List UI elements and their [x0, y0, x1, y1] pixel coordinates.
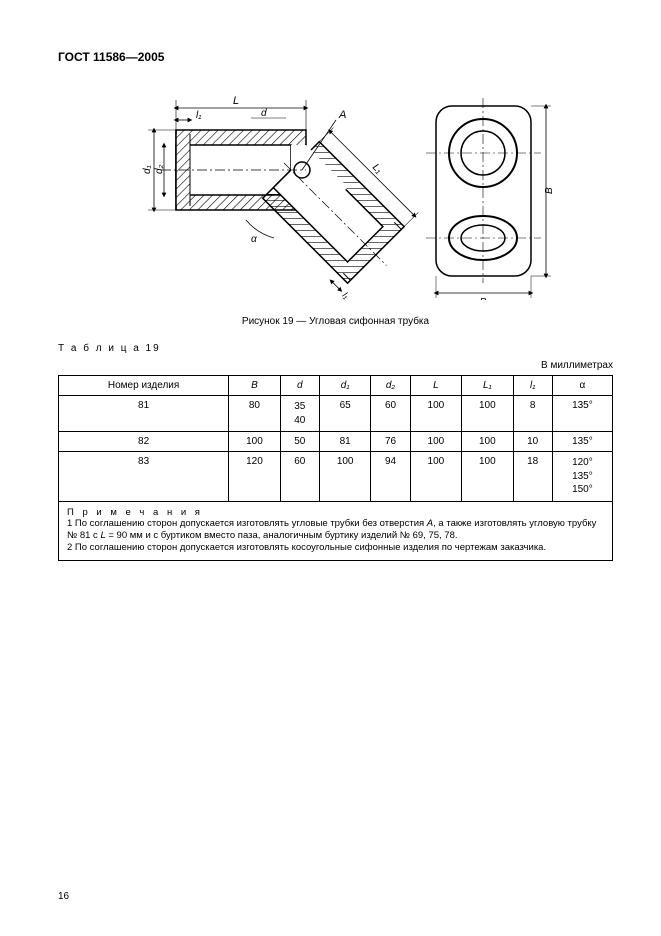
page: ГОСТ 11586—2005	[0, 0, 661, 936]
col-d: d	[280, 376, 319, 396]
table-row: 83120601009410010018120°135°150°	[59, 452, 613, 502]
cell-alpha: 135°	[552, 396, 612, 432]
table-body: 8180354065601001008135°82100508176100100…	[59, 396, 613, 502]
svg-text:d₁: d₁	[142, 165, 153, 174]
col-alpha: α	[552, 376, 612, 396]
cell-alpha: 120°135°150°	[552, 452, 612, 502]
table-19: Номер изделия B d d₁ d₂ L L₁ l₁ α 818035…	[58, 375, 613, 502]
cell-d1: 65	[319, 396, 370, 432]
svg-text:L₁: L₁	[369, 162, 383, 176]
cell-d: 50	[280, 432, 319, 452]
cell-B: 120	[229, 452, 280, 502]
figure-caption: Рисунок 19 — Угловая сифонная трубка	[58, 316, 613, 327]
table-label: Т а б л и ц а 19	[58, 343, 613, 354]
cell-d: 60	[280, 452, 319, 502]
col-l1: l₁	[513, 376, 552, 396]
cell-L: 100	[410, 432, 461, 452]
cell-d2: 60	[371, 396, 410, 432]
notes-title: П р и м е ч а н и я	[67, 507, 203, 518]
svg-text:d₂: d₂	[154, 164, 165, 174]
notes: П р и м е ч а н и я 1 По соглашению стор…	[58, 502, 613, 562]
cell-num: 82	[59, 432, 229, 452]
cell-L1: 100	[462, 432, 513, 452]
cell-d1: 100	[319, 452, 370, 502]
cell-d1: 81	[319, 432, 370, 452]
cell-l1: 10	[513, 432, 552, 452]
cell-d: 3540	[280, 396, 319, 432]
cell-L1: 100	[462, 396, 513, 432]
svg-text:B: B	[479, 297, 486, 300]
note-2: 2 По соглашению сторон допускается изгот…	[67, 542, 546, 553]
svg-text:l₁: l₁	[196, 110, 201, 121]
svg-text:B: B	[544, 187, 555, 194]
table-header-row: Номер изделия B d d₁ d₂ L L₁ l₁ α	[59, 376, 613, 396]
col-num: Номер изделия	[59, 376, 229, 396]
cell-L1: 100	[462, 452, 513, 502]
svg-text:A: A	[338, 109, 346, 121]
cell-L: 100	[410, 452, 461, 502]
figure-drawing: L l₁ d A d₁ d₂	[116, 80, 556, 300]
col-L: L	[410, 376, 461, 396]
table-row: 8210050817610010010135°	[59, 432, 613, 452]
cell-alpha: 135°	[552, 432, 612, 452]
svg-text:α: α	[251, 234, 257, 245]
col-d1: d₁	[319, 376, 370, 396]
cell-num: 83	[59, 452, 229, 502]
table-row: 8180354065601001008135°	[59, 396, 613, 432]
figure-19: L l₁ d A d₁ d₂	[58, 80, 613, 300]
cell-num: 81	[59, 396, 229, 432]
cell-L: 100	[410, 396, 461, 432]
cell-B: 100	[229, 432, 280, 452]
svg-text:L: L	[232, 95, 238, 107]
svg-text:d: d	[261, 108, 267, 119]
col-L1: L₁	[462, 376, 513, 396]
cell-l1: 8	[513, 396, 552, 432]
cell-B: 80	[229, 396, 280, 432]
cell-d2: 94	[371, 452, 410, 502]
page-number: 16	[58, 891, 69, 902]
note-1: 1 По соглашению сторон допускается изгот…	[67, 518, 596, 541]
cell-l1: 18	[513, 452, 552, 502]
document-header: ГОСТ 11586—2005	[58, 50, 613, 64]
col-B: B	[229, 376, 280, 396]
col-d2: d₂	[371, 376, 410, 396]
table-unit: В миллиметрах	[58, 360, 613, 371]
svg-text:l₁: l₁	[340, 290, 351, 300]
cell-d2: 76	[371, 432, 410, 452]
